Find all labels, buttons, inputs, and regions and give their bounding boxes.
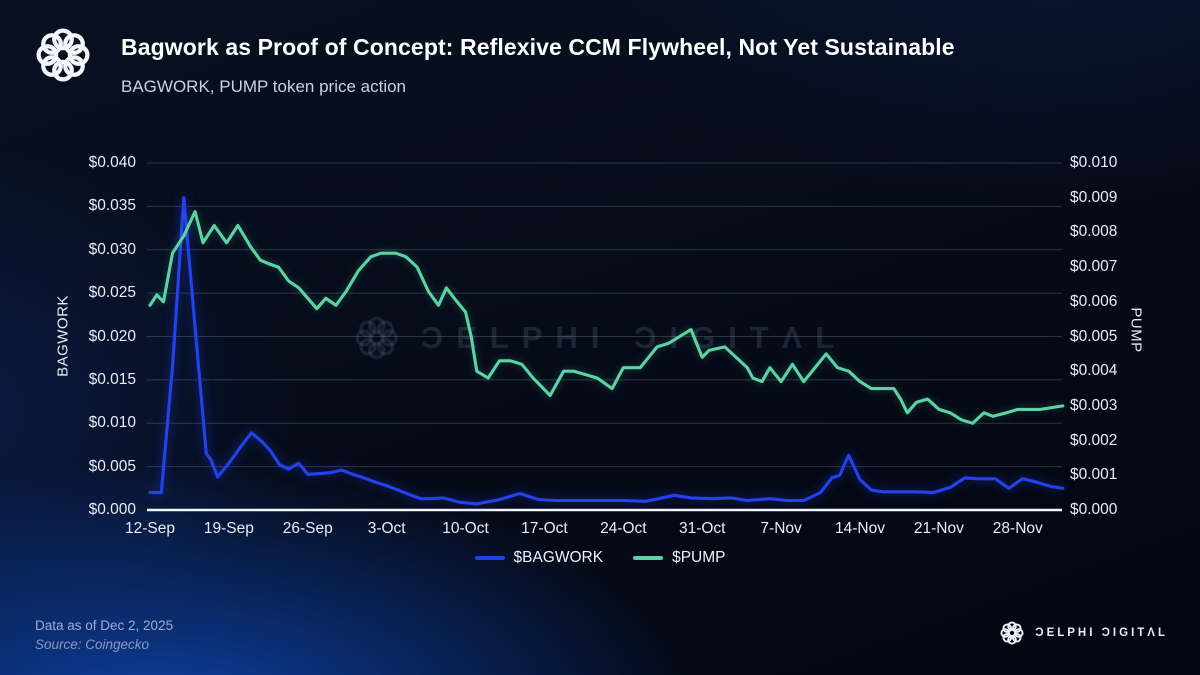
- x-tick-label: 24-Oct: [600, 520, 647, 537]
- y-tick-label-left: $0.015: [88, 370, 136, 388]
- legend-label-bagwork: $BAGWORK: [513, 549, 604, 566]
- y-tick-label-right: $0.007: [1070, 258, 1118, 276]
- brand-wordmark: ƆELPHI ƆIGITΛL: [1035, 627, 1168, 639]
- x-tick-label: 26-Sep: [282, 520, 333, 537]
- x-tick-label: 19-Sep: [203, 520, 254, 537]
- data-as-of-note: Data as of Dec 2, 2025: [35, 618, 174, 633]
- y-tick-label-right: $0.004: [1070, 362, 1118, 380]
- y-tick-label-left: $0.020: [88, 327, 136, 345]
- legend-item-bagwork: $BAGWORK: [474, 549, 604, 567]
- y-tick-label-left: $0.035: [88, 197, 136, 215]
- page-subtitle: BAGWORK, PUMP token price action: [121, 77, 407, 96]
- y-tick-label-right: $0.001: [1070, 466, 1118, 484]
- legend-label-pump: $PUMP: [672, 549, 726, 566]
- legend-item-pump: $PUMP: [633, 549, 725, 567]
- y-tick-label-left: $0.025: [88, 284, 136, 302]
- brand-footer: ƆELPHI ƆIGITΛL: [999, 620, 1168, 646]
- y-tick-label-left: $0.040: [88, 154, 136, 171]
- y-tick-label-right: $0.002: [1070, 431, 1118, 449]
- delphi-logo-icon: [33, 25, 93, 85]
- bagwork-line-swatch: [474, 556, 505, 560]
- y-tick-label-right: $0.009: [1070, 188, 1118, 206]
- x-tick-label: 3-Oct: [367, 520, 406, 537]
- source-note: Source: Coingecko: [35, 637, 150, 652]
- x-tick-label: 17-Oct: [521, 520, 568, 537]
- x-tick-label: 10-Oct: [442, 520, 489, 537]
- y-tick-label-left: $0.005: [88, 457, 136, 475]
- legend: $BAGWORK $PUMP: [0, 549, 1200, 567]
- x-tick-label: 12-Sep: [125, 520, 175, 537]
- page-title: Bagwork as Proof of Concept: Reflexive C…: [121, 34, 955, 60]
- x-tick-label: 28-Nov: [992, 520, 1043, 537]
- y-tick-label-left: $0.030: [88, 240, 136, 258]
- y-tick-label-left: $0.000: [88, 501, 136, 518]
- pump-line: [148, 210, 1065, 425]
- y-tick-label-right: $0.003: [1070, 396, 1118, 414]
- x-tick-label: 31-Oct: [678, 520, 726, 537]
- y-tick-label-right: $0.006: [1070, 292, 1118, 310]
- pump-line-swatch: [633, 556, 664, 560]
- x-tick-label: 7-Nov: [760, 520, 802, 537]
- x-tick-label: 21-Nov: [913, 520, 964, 537]
- y-tick-label-left: $0.010: [88, 414, 136, 432]
- y-tick-label-right: $0.000: [1070, 501, 1118, 518]
- bagwork-line: [148, 196, 1065, 506]
- x-tick-label: 14-Nov: [835, 520, 885, 537]
- y-tick-label-right: $0.005: [1070, 327, 1118, 345]
- y-tick-label-right: $0.008: [1070, 223, 1118, 241]
- y-tick-label-right: $0.010: [1070, 154, 1118, 171]
- delphi-logo-icon-small: [1000, 621, 1024, 645]
